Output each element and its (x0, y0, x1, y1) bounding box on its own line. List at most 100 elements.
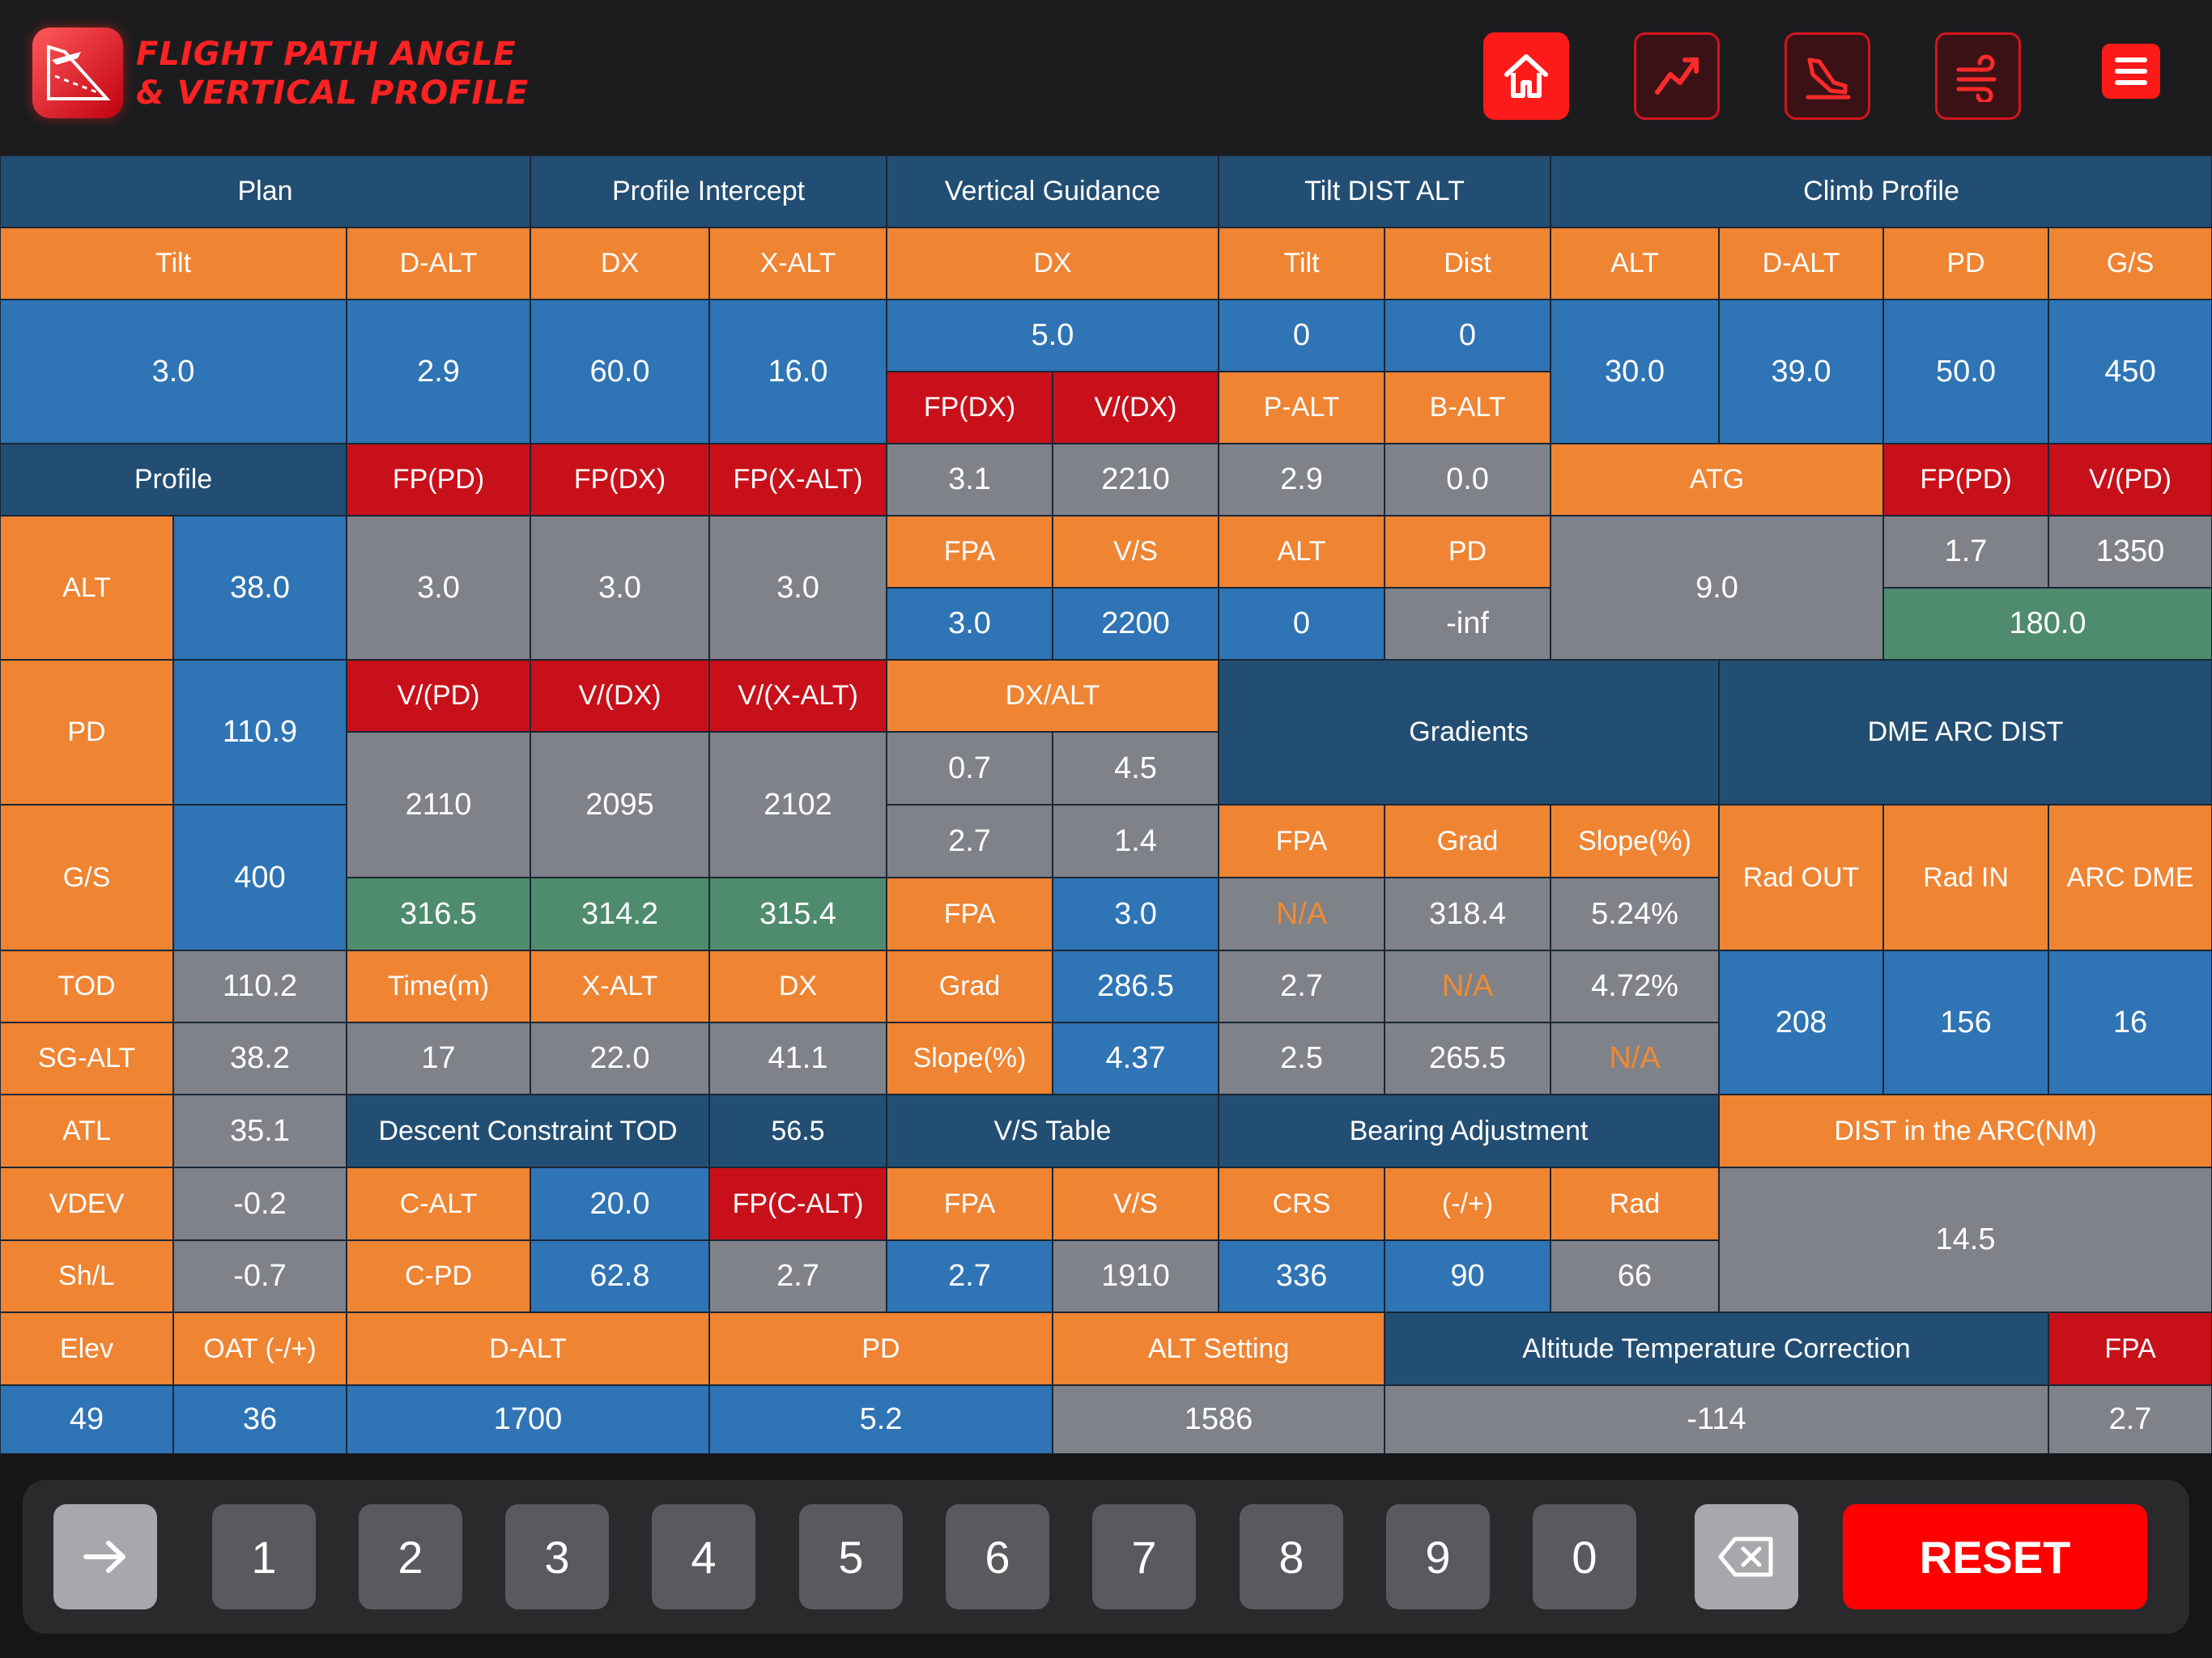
dme-arc-dist-header: DME ARC DIST (1719, 660, 2212, 805)
vs-x-alt-value: 2102 (709, 732, 887, 878)
guidance-dx-input[interactable]: 5.0 (887, 300, 1219, 372)
dx-alt-row2-alt: 1.4 (1053, 805, 1219, 878)
key-1[interactable]: 1 (212, 1504, 316, 1609)
climb-alt-input[interactable]: 30.0 (1551, 300, 1719, 444)
fp-dx-label: FP(DX) (530, 444, 709, 516)
dx-alt-slope-input[interactable]: 4.37 (1053, 1022, 1219, 1095)
landing-button[interactable] (1784, 32, 1870, 120)
tda-b-alt-value: 0.0 (1385, 444, 1551, 516)
atl-label: ATL (0, 1095, 173, 1167)
oat-input[interactable]: 36 (173, 1385, 347, 1454)
tda-dist-input[interactable]: 0 (1385, 300, 1551, 372)
bearing-adj-input[interactable]: 90 (1385, 1240, 1551, 1312)
chart-line-icon (1655, 57, 1699, 95)
grad-r2-fpa: 2.7 (1219, 950, 1385, 1022)
dx-alt-grad-input[interactable]: 286.5 (1053, 950, 1219, 1022)
descent-constraint-tod-header: Descent Constraint TOD (347, 1095, 709, 1167)
wind-button[interactable] (1935, 32, 2021, 120)
gradients-fpa-label: FPA (1219, 805, 1385, 878)
reset-button[interactable]: RESET (1843, 1504, 2147, 1609)
key-3[interactable]: 3 (505, 1504, 609, 1609)
profile-pd-input[interactable]: 110.9 (173, 660, 347, 805)
fp-c-alt-label: FP(C-ALT) (709, 1167, 887, 1240)
vertical-guidance-header: Vertical Guidance (887, 155, 1219, 227)
app-title-line1: FLIGHT PATH ANGLE (136, 36, 517, 73)
dx-alt-fpa-input[interactable]: 3.0 (1053, 878, 1219, 950)
atc-d-alt-input[interactable]: 1700 (347, 1385, 709, 1454)
chart-button[interactable] (1634, 32, 1720, 120)
grad-r3-fpa: 2.5 (1219, 1022, 1385, 1095)
menu-button[interactable] (2102, 44, 2160, 99)
profile-alt-input[interactable]: 38.0 (173, 516, 347, 660)
intercept-dx-input[interactable]: 60.0 (530, 300, 709, 444)
altitude-temperature-correction-header: Altitude Temperature Correction (1385, 1312, 2048, 1385)
vs-pd-value: 2110 (347, 732, 530, 878)
key-7[interactable]: 7 (1092, 1504, 1196, 1609)
profile-pd-label: PD (0, 660, 173, 805)
plan-d-alt-input[interactable]: 2.9 (347, 300, 530, 444)
atg-value: 9.0 (1551, 516, 1883, 660)
tda-pd-label: PD (1385, 516, 1551, 588)
dist-in-arc-value: 14.5 (1719, 1167, 2212, 1312)
guidance-fpa-input[interactable]: 3.0 (887, 588, 1053, 660)
rad-label: Rad (1551, 1167, 1719, 1240)
guidance-vs-input[interactable]: 2200 (1053, 588, 1219, 660)
arc-dme-input[interactable]: 16 (2048, 950, 2212, 1095)
intercept-x-alt-input[interactable]: 16.0 (709, 300, 887, 444)
c-pd-label: C-PD (347, 1240, 530, 1312)
tda-alt-input[interactable]: 0 (1219, 588, 1385, 660)
key-4[interactable]: 4 (652, 1504, 755, 1609)
atc-fpa-label: FPA (2048, 1312, 2212, 1385)
menu-icon (2115, 57, 2147, 85)
guidance-vs-dx-value: 2210 (1053, 444, 1219, 516)
atc-fpa-value: 2.7 (2048, 1385, 2212, 1454)
shl-label: Sh/L (0, 1240, 173, 1312)
tod-label: TOD (0, 950, 173, 1022)
rad-out-input[interactable]: 208 (1719, 950, 1883, 1095)
climb-pd-input[interactable]: 50.0 (1883, 300, 2048, 444)
climb-gs-input[interactable]: 450 (2048, 300, 2212, 444)
tda-alt-label: ALT (1219, 516, 1385, 588)
c-alt-input[interactable]: 20.0 (530, 1167, 709, 1240)
profile-gs-input[interactable]: 400 (173, 805, 347, 950)
sg-alt-label: SG-ALT (0, 1022, 173, 1095)
climb-fp-pd-label: FP(PD) (1883, 444, 2048, 516)
home-button[interactable] (1483, 32, 1569, 120)
sg-alt-value: 38.2 (173, 1022, 347, 1095)
alt-setting-label: ALT Setting (1053, 1312, 1385, 1385)
dx-alt-grad-label: Grad (887, 950, 1053, 1022)
elev-label: Elev (0, 1312, 173, 1385)
vs-dx-value: 2095 (530, 732, 709, 878)
time-m-label: Time(m) (347, 950, 530, 1022)
elev-input[interactable]: 49 (0, 1385, 173, 1454)
backspace-icon (1718, 1537, 1773, 1577)
wind-icon (1956, 54, 1997, 102)
arc-dme-label: ARC DME (2048, 805, 2212, 950)
key-0[interactable]: 0 (1533, 1504, 1636, 1609)
rad-in-input[interactable]: 156 (1883, 950, 2048, 1095)
key-2[interactable]: 2 (359, 1504, 462, 1609)
dx-alt-row2-dx: 2.7 (887, 805, 1053, 878)
key-5[interactable]: 5 (799, 1504, 903, 1609)
tda-tilt-input[interactable]: 0 (1219, 300, 1385, 372)
backspace-key[interactable] (1695, 1504, 1798, 1609)
c-pd-input[interactable]: 62.8 (530, 1240, 709, 1312)
fp-x-alt-value: 3.0 (709, 516, 887, 660)
vdev-value: -0.2 (173, 1167, 347, 1240)
atc-pd-input[interactable]: 5.2 (709, 1385, 1053, 1454)
bearing-adjustment-header: Bearing Adjustment (1219, 1095, 1719, 1167)
key-8[interactable]: 8 (1240, 1504, 1343, 1609)
key-6[interactable]: 6 (946, 1504, 1049, 1609)
crs-input[interactable]: 336 (1219, 1240, 1385, 1312)
dx-alt-fpa-label: FPA (887, 878, 1053, 950)
enter-key[interactable] (53, 1504, 157, 1609)
vs-table-fpa-input[interactable]: 2.7 (887, 1240, 1053, 1312)
plan-tilt-input[interactable]: 3.0 (0, 300, 347, 444)
plan-d-alt-label: D-ALT (347, 227, 530, 300)
tda-dist-label: Dist (1385, 227, 1551, 300)
key-9[interactable]: 9 (1386, 1504, 1490, 1609)
climb-d-alt-input[interactable]: 39.0 (1719, 300, 1883, 444)
c-alt-label: C-ALT (347, 1167, 530, 1240)
tilt-dist-alt-header: Tilt DIST ALT (1219, 155, 1551, 227)
fp-dx-value: 3.0 (530, 516, 709, 660)
